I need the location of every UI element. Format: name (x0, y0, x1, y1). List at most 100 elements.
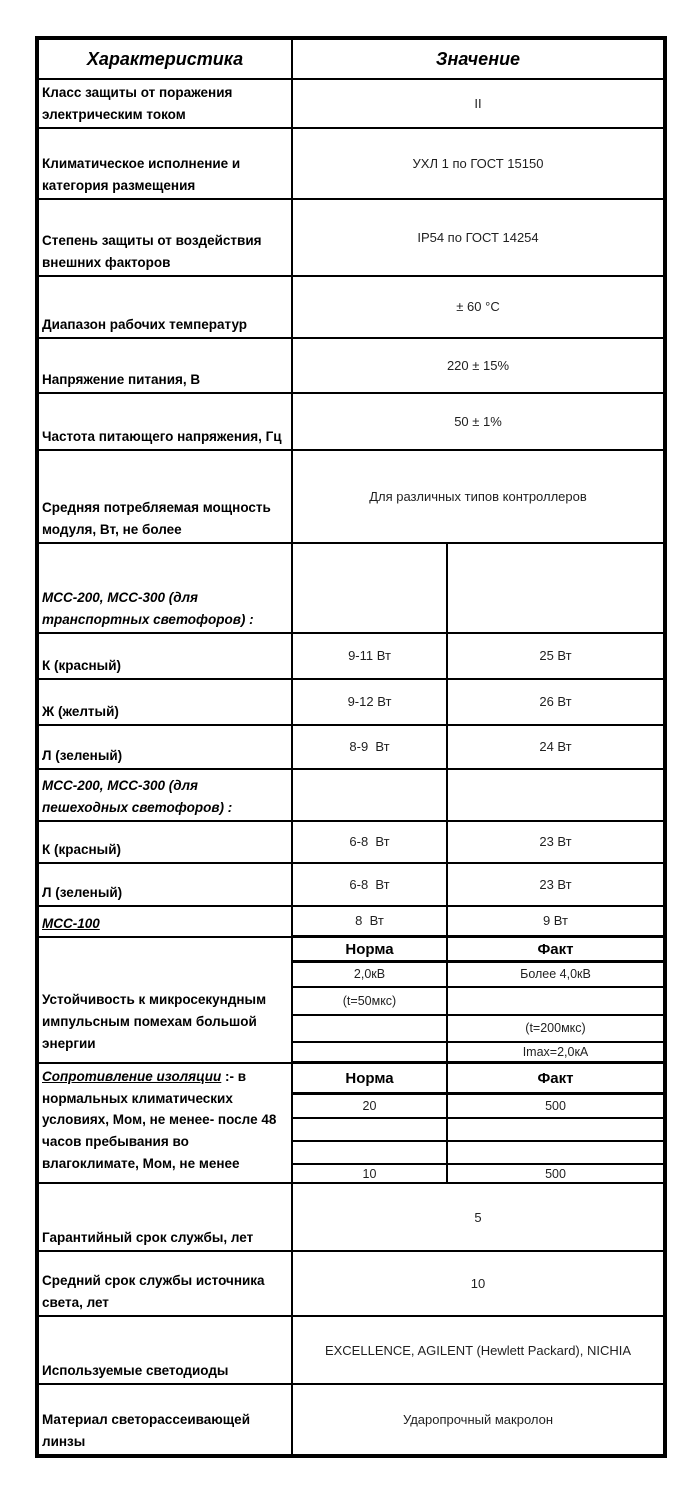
table-row: Материал светорассеивающей линзы Ударопро… (36, 1383, 666, 1458)
characteristic-cell: Сопротивление изоляции :- в нормальных к… (36, 1061, 293, 1185)
value-cell: 10 (291, 1250, 666, 1318)
characteristic-cell: МСС-200, МСС-300 (для транспортных свето… (36, 541, 293, 634)
label-text: Сопротивление изоляции (42, 1068, 222, 1084)
norm-value-cell: 10 (291, 1162, 448, 1185)
characteristic-cell: Частота питающего напряжения, Гц (36, 391, 293, 451)
label-text: :- в нормальных климатических условиях, … (42, 1068, 277, 1172)
table-row: Imax=2,0кА (37, 1040, 666, 1064)
characteristic-cell: Диапазон рабочих температур (36, 274, 293, 339)
table-row: (t=200мкс) (37, 1013, 666, 1043)
norm-value-cell: (t=50мкс) (291, 985, 448, 1016)
characteristic-cell: Л (зеленый) (36, 723, 293, 770)
characteristic-cell: МСС-200, МСС-300 (для пешеходных светофо… (36, 767, 293, 822)
fact-value-cell: 500 (446, 1162, 666, 1185)
subheader-row: Устойчивость к микросекундным импульсным… (36, 935, 666, 1064)
label-text: МСС-200, МСС-300 (для транспортных свето… (42, 590, 254, 627)
norm-value-cell (291, 1116, 448, 1142)
table-row (37, 1116, 666, 1142)
fact-value-cell: 23 Вт (446, 861, 666, 907)
norm-value-cell (291, 1013, 448, 1043)
table-row: Ж (желтый) 9-12 Вт 26 Вт (36, 677, 666, 726)
value-cell: УХЛ 1 по ГОСТ 15150 (291, 126, 666, 200)
characteristic-cell: Средний срок службы источника света, лет (36, 1250, 293, 1318)
characteristic-cell: Материал светорассеивающей линзы (36, 1383, 293, 1458)
characteristic-cell: МСС-100 (36, 904, 293, 938)
header-characteristic: Характеристика (36, 37, 293, 80)
fact-value-cell (446, 985, 666, 1016)
table-row: Степень защиты от воздействия внешних фа… (36, 197, 666, 277)
norm-value-cell (291, 767, 448, 822)
norm-value-cell: 8 Вт (291, 904, 448, 938)
fact-value-cell: 25 Вт (446, 631, 666, 680)
table-row (37, 1139, 666, 1165)
table-row: Класс защиты от поражения электрическим … (36, 78, 666, 129)
norm-value-cell (291, 541, 448, 634)
fact-value-cell (446, 767, 666, 822)
characteristic-cell: К (красный) (36, 819, 293, 864)
subheader-norm-cell: Норма (291, 1061, 448, 1095)
value-cell: Ударопрочный макролон (291, 1383, 666, 1458)
value-cell: 220 ± 15% (291, 336, 666, 394)
characteristic-cell: Климатическое исполнение и категория раз… (36, 126, 293, 200)
norm-value-cell: 2,0кВ (291, 960, 448, 988)
header-value: Значение (291, 37, 666, 80)
table-row: Гарантийный срок службы, лет 5 (36, 1182, 666, 1253)
fact-value-cell: Imax=2,0кА (446, 1040, 666, 1064)
fact-value-cell: 23 Вт (446, 819, 666, 864)
subheader-norm-cell: Норма (291, 935, 448, 964)
table-row: Напряжение питания, В 220 ± 15% (36, 336, 666, 394)
fact-value-cell: 24 Вт (446, 723, 666, 770)
table-row: К (красный) 9-11 Вт 25 Вт (36, 631, 666, 680)
value-cell: 5 (291, 1182, 666, 1253)
norm-value-cell (291, 1040, 448, 1064)
table-row: Л (зеленый) 6-8 Вт 23 Вт (36, 861, 666, 907)
norm-value-cell: 6-8 Вт (291, 819, 448, 864)
characteristic-cell: К (красный) (36, 631, 293, 680)
value-cell: Для различных типов контроллеров (291, 448, 666, 544)
table-row: (t=50мкс) (37, 985, 666, 1016)
characteristic-cell: Устойчивость к микросекундным импульсным… (36, 935, 293, 1064)
table-row: Средняя потребляемая мощность модуля, Вт… (36, 448, 666, 544)
characteristic-cell: Используемые светодиоды (36, 1315, 293, 1386)
fact-value-cell: 500 (446, 1092, 666, 1119)
subheader-fact-cell: Факт (446, 1061, 666, 1095)
spec-table-body: Характеристика Значение Класс защиты от … (36, 37, 666, 1458)
spec-table: Характеристика Значение Класс защиты от … (35, 36, 667, 1459)
label-text: МСС-200, МСС-300 (для пешеходных светофо… (42, 778, 233, 815)
table-row: 10 500 (37, 1162, 666, 1185)
characteristic-cell: Степень защиты от воздействия внешних фа… (36, 197, 293, 277)
fact-value-cell (446, 1139, 666, 1165)
norm-value-cell (291, 1139, 448, 1165)
value-cell: ± 60 °C (291, 274, 666, 339)
table-row: Частота питающего напряжения, Гц 50 ± 1% (36, 391, 666, 451)
table-row: МСС-200, МСС-300 (для пешеходных светофо… (36, 767, 666, 822)
characteristic-cell: Л (зеленый) (36, 861, 293, 907)
table-row: 20 500 (37, 1092, 666, 1119)
subheader-fact-cell: Факт (446, 935, 666, 964)
table-row: 2,0кВ Более 4,0кВ (37, 960, 666, 988)
label-text: МСС-100 (42, 915, 100, 931)
characteristic-cell: Ж (желтый) (36, 677, 293, 726)
value-cell: EXCELLENCE, AGILENT (Hewlett Packard), N… (291, 1315, 666, 1386)
fact-value-cell: 26 Вт (446, 677, 666, 726)
table-row: Климатическое исполнение и категория раз… (36, 126, 666, 200)
table-row: Используемые светодиоды EXCELLENCE, AGILE… (36, 1315, 666, 1386)
table-header-row: Характеристика Значение (36, 37, 666, 80)
value-cell: IP54 по ГОСТ 14254 (291, 197, 666, 277)
characteristic-cell: Средняя потребляемая мощность модуля, Вт… (36, 448, 293, 544)
characteristic-cell: Напряжение питания, В (36, 336, 293, 394)
fact-value-cell (446, 541, 666, 634)
table-row: Л (зеленый) 8-9 Вт 24 Вт (36, 723, 666, 770)
table-row: МСС-200, МСС-300 (для транспортных свето… (36, 541, 666, 634)
characteristic-cell: Гарантийный срок службы, лет (36, 1182, 293, 1253)
table-row: Средний срок службы источника света, лет… (36, 1250, 666, 1318)
characteristic-cell: Класс защиты от поражения электрическим … (36, 78, 293, 129)
norm-value-cell: 20 (291, 1092, 448, 1119)
norm-value-cell: 6-8 Вт (291, 861, 448, 907)
fact-value-cell (446, 1116, 666, 1142)
value-cell: II (291, 78, 666, 129)
norm-value-cell: 9-11 Вт (291, 631, 448, 680)
subheader-row: Сопротивление изоляции :- в нормальных к… (36, 1061, 666, 1185)
fact-value-cell: Более 4,0кВ (446, 960, 666, 988)
